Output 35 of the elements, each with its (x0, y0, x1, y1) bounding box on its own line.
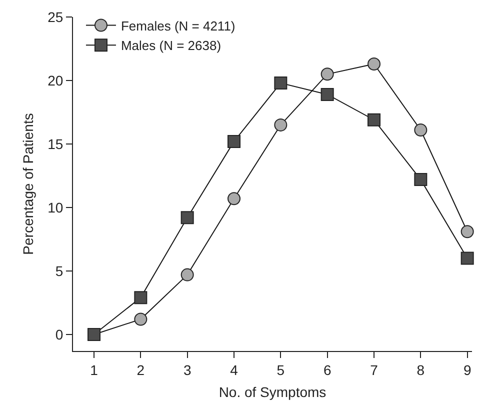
legend-label: Females (N = 4211) (120, 18, 236, 34)
point (320, 68, 334, 81)
point (134, 312, 148, 326)
x-tick-label: 5 (276, 362, 285, 378)
point (228, 192, 240, 206)
x-tick-label: 3 (183, 362, 192, 378)
x-tick-label: 7 (370, 362, 378, 378)
y-tick-label: 15 (48, 136, 64, 152)
y-tick-label: 5 (55, 262, 64, 279)
point (460, 225, 474, 238)
x-tick-label: 2 (136, 362, 145, 378)
x-tick-label: 9 (463, 362, 472, 378)
point (228, 134, 240, 148)
point (414, 124, 428, 137)
y-tick-label: 25 (48, 8, 64, 25)
point (460, 252, 474, 265)
x-tick-label: 8 (416, 362, 425, 378)
legend-label: Males (N = 2638) (120, 38, 222, 54)
point (320, 88, 334, 101)
point (180, 268, 194, 282)
point (368, 113, 380, 126)
y-axis-title: Percentage of Patients (20, 113, 36, 255)
x-tick-label: 1 (90, 362, 98, 378)
point (274, 76, 288, 90)
y-tick-label: 10 (48, 199, 64, 216)
point (368, 57, 380, 70)
y-tick-label: 0 (55, 326, 64, 342)
point (134, 291, 148, 304)
point (180, 211, 194, 224)
point (274, 118, 288, 132)
y-tick-label: 20 (48, 72, 64, 88)
point (414, 173, 428, 186)
x-tick-label: 4 (230, 362, 238, 378)
x-tick-label: 6 (323, 362, 332, 378)
x-axis-title: No. of Symptoms (218, 384, 326, 400)
